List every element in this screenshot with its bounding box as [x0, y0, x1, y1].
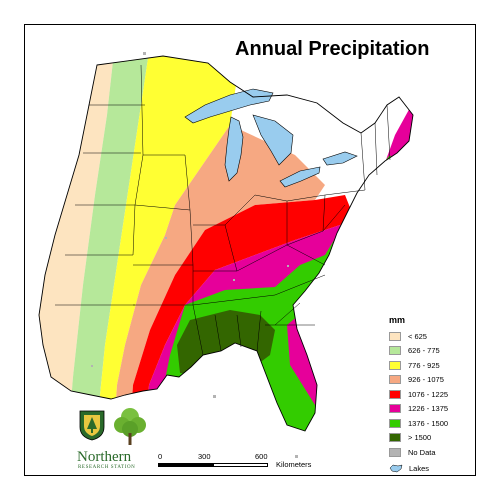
legend-swatch	[389, 389, 401, 399]
legend-swatch	[389, 346, 401, 356]
map-frame: Annual Precipitation mm < 625 626 - 775 77…	[24, 24, 476, 476]
logo-subtitle: RESEARCH STATION	[78, 465, 136, 470]
legend-label: 926 - 1075	[408, 375, 444, 385]
lakes	[184, 88, 358, 188]
legend-label: > 1500	[408, 433, 432, 443]
zone-926-1075	[111, 125, 325, 431]
map-title: Annual Precipitation	[235, 38, 430, 60]
forest-service-shield-icon	[79, 410, 105, 441]
lake-michigan	[224, 116, 244, 182]
state-borders	[55, 64, 391, 356]
scale-tick-0: 0	[158, 452, 163, 461]
legend-label: 1376 - 1500	[408, 418, 449, 428]
legend-swatch	[389, 331, 401, 341]
legend-item: 1076 - 1225	[389, 387, 473, 402]
zone-626-775	[65, 56, 153, 431]
legend-swatch	[389, 433, 401, 443]
legend-swatch	[389, 404, 401, 414]
legend-item: 776 - 925	[389, 358, 473, 373]
legend-item: 1226 - 1375	[389, 402, 473, 417]
logo-name: Northern	[77, 449, 132, 465]
lake-ontario	[322, 151, 358, 166]
zone-1076-1225	[127, 195, 355, 431]
legend-swatch	[389, 375, 401, 385]
legend-item: > 1500	[389, 431, 473, 446]
legend-label: 1226 - 1375	[408, 404, 449, 414]
legend-label: < 625	[408, 331, 427, 341]
legend-swatch	[389, 447, 401, 457]
zone-776-925	[91, 56, 245, 431]
legend-label: 626 - 775	[408, 346, 440, 356]
lake-erie	[279, 166, 321, 188]
scale-unit: Kilometers	[276, 460, 312, 469]
scale-bar: 0 300 600 Kilometers	[158, 452, 388, 475]
legend-swatch	[389, 360, 401, 370]
legend-item: 926 - 1075	[389, 373, 473, 388]
legend-label: 776 - 925	[408, 360, 440, 370]
lake-icon	[389, 464, 403, 472]
lake-huron	[252, 114, 294, 166]
legend-item: 626 - 775	[389, 344, 473, 359]
legend-item: < 625	[389, 329, 473, 344]
precipitation-map	[38, 52, 414, 458]
legend-item: 1376 - 1500	[389, 416, 473, 431]
legend-unit: mm	[389, 315, 406, 325]
scale-tick-600: 600	[255, 452, 268, 461]
legend-item: No Data	[389, 445, 473, 460]
tree-icon	[114, 408, 146, 445]
scale-bar-segment-1	[158, 463, 213, 467]
lake-superior	[184, 88, 274, 124]
no-data-cells	[91, 52, 298, 458]
legend-label: 1076 - 1225	[408, 389, 449, 399]
scale-tick-300: 300	[198, 452, 211, 461]
land-outline	[38, 55, 414, 432]
scale-bar-segment-2	[213, 463, 268, 467]
legend-label-lakes: Lakes	[409, 463, 430, 473]
legend-item-lakes: Lakes	[389, 461, 473, 476]
logo-area: Northern RESEARCH STATION	[77, 407, 163, 473]
legend-items: < 625 626 - 775 776 - 925 926 - 1075 1076 - …	[389, 329, 473, 460]
legend: mm < 625 626 - 775 776 - 925 926 - 1075 1076…	[389, 315, 473, 476]
legend-label: No Data	[408, 447, 436, 457]
legend-swatch	[389, 418, 401, 428]
